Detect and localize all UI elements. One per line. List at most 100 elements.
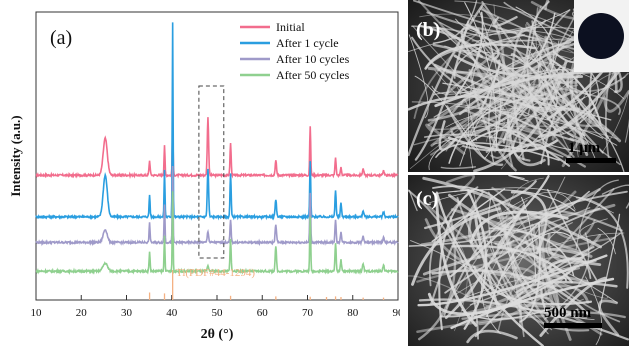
nanofiber bbox=[446, 175, 475, 192]
nanofiber bbox=[485, 71, 562, 153]
sem-image-b: (b) 1 μm bbox=[408, 0, 629, 172]
nanofiber bbox=[466, 329, 518, 344]
legend-label: After 1 cycle bbox=[276, 36, 339, 50]
nanofiber bbox=[428, 138, 452, 171]
nanofiber bbox=[435, 142, 560, 161]
scale-bar-b bbox=[566, 158, 616, 163]
nanofiber bbox=[435, 191, 544, 346]
nanofiber bbox=[503, 1, 573, 38]
nanofiber bbox=[575, 179, 619, 251]
nanofiber bbox=[445, 100, 533, 152]
sem-image-c: (c) 500 nm bbox=[408, 175, 629, 346]
nanofiber bbox=[511, 28, 525, 161]
nanofiber bbox=[497, 263, 590, 332]
legend-label: After 10 cycles bbox=[276, 52, 350, 66]
nanofiber bbox=[497, 190, 628, 229]
nanofiber bbox=[546, 219, 596, 240]
nanofiber bbox=[511, 254, 549, 324]
x-axis: 10 20 30 40 50 60 70 80 90 bbox=[31, 295, 400, 319]
nanofiber bbox=[424, 180, 537, 230]
nanofiber bbox=[548, 256, 584, 275]
nanofiber bbox=[430, 191, 484, 305]
nanofiber bbox=[416, 314, 588, 334]
nanofiber bbox=[408, 34, 429, 119]
panel-label-c: (c) bbox=[416, 188, 438, 210]
panel-label-b: (b) bbox=[416, 19, 440, 41]
xrd-curve bbox=[35, 191, 399, 276]
nanofiber bbox=[450, 208, 593, 258]
nanofiber bbox=[469, 109, 501, 135]
xrd-chart: 10 20 30 40 50 60 70 80 90 (a) Initial After 1 cy… bbox=[8, 11, 400, 342]
xrd-curve bbox=[35, 117, 399, 179]
nanofiber bbox=[445, 105, 504, 166]
x-tick-label: 60 bbox=[257, 307, 269, 319]
nanofiber bbox=[575, 196, 629, 289]
nanofiber bbox=[480, 6, 506, 152]
x-tick-label: 50 bbox=[212, 307, 224, 319]
nanofiber bbox=[541, 209, 623, 232]
nanofiber bbox=[482, 12, 585, 117]
xrd-curve bbox=[35, 165, 399, 247]
nanofiber bbox=[540, 219, 561, 325]
nanofiber bbox=[431, 188, 506, 243]
xrd-curve bbox=[35, 22, 399, 221]
nanofiber bbox=[549, 58, 602, 125]
nanofiber bbox=[506, 118, 546, 167]
nanofiber bbox=[569, 64, 589, 157]
sem-image-b-graphic: (b) 1 μm bbox=[408, 0, 629, 172]
nanofiber bbox=[497, 256, 560, 333]
nanofiber bbox=[433, 69, 584, 118]
nanofiber bbox=[526, 0, 550, 145]
nanofiber bbox=[508, 36, 574, 54]
nanofiber bbox=[471, 40, 494, 95]
highlight-box bbox=[198, 85, 225, 259]
nanofiber bbox=[442, 82, 612, 121]
nanofiber bbox=[518, 96, 586, 159]
nanofiber bbox=[443, 214, 519, 316]
nanofiber bbox=[424, 218, 532, 280]
x-tick-label: 80 bbox=[347, 307, 359, 319]
nanofiber bbox=[515, 280, 618, 294]
nanofiber bbox=[601, 184, 629, 209]
nanofiber bbox=[462, 106, 597, 152]
nanofiber bbox=[597, 227, 616, 255]
nanofiber bbox=[450, 277, 615, 330]
nanofiber bbox=[425, 123, 466, 155]
nanofiber bbox=[432, 189, 576, 212]
nanofiber bbox=[472, 265, 593, 306]
nanofiber bbox=[478, 234, 602, 326]
nanofiber bbox=[432, 91, 565, 134]
sample-photo-inset bbox=[578, 13, 624, 59]
nanofiber bbox=[411, 207, 501, 286]
nanofiber bbox=[440, 166, 477, 170]
nanofiber bbox=[430, 81, 578, 147]
nanofiber bbox=[414, 20, 470, 161]
nanofiber bbox=[452, 278, 479, 312]
x-tick-label: 70 bbox=[302, 307, 314, 319]
panel-label-a: (a) bbox=[50, 27, 72, 49]
nanofiber bbox=[542, 134, 587, 153]
nanofiber bbox=[469, 210, 569, 244]
nanofiber bbox=[454, 0, 576, 35]
nanofiber bbox=[546, 188, 598, 281]
nanofiber bbox=[463, 189, 488, 330]
nanofiber bbox=[461, 303, 576, 316]
nanofiber bbox=[603, 90, 629, 113]
nanofiber bbox=[508, 175, 529, 182]
nanofiber bbox=[520, 274, 589, 294]
nanofiber bbox=[429, 187, 615, 214]
nanofiber bbox=[408, 275, 510, 318]
nanofiber bbox=[427, 66, 622, 143]
nanofiber bbox=[427, 61, 549, 127]
nanofiber bbox=[493, 240, 563, 281]
reference-lines bbox=[148, 270, 385, 300]
scale-bar-c bbox=[544, 323, 602, 328]
nanofiber bbox=[531, 20, 609, 139]
reference-label: Ti(PDF#44-1294) bbox=[176, 267, 255, 279]
nanofiber bbox=[514, 31, 597, 161]
nanofiber bbox=[503, 276, 567, 310]
nanofiber bbox=[598, 213, 621, 313]
nanofiber bbox=[539, 72, 629, 93]
nanofiber bbox=[566, 131, 588, 145]
